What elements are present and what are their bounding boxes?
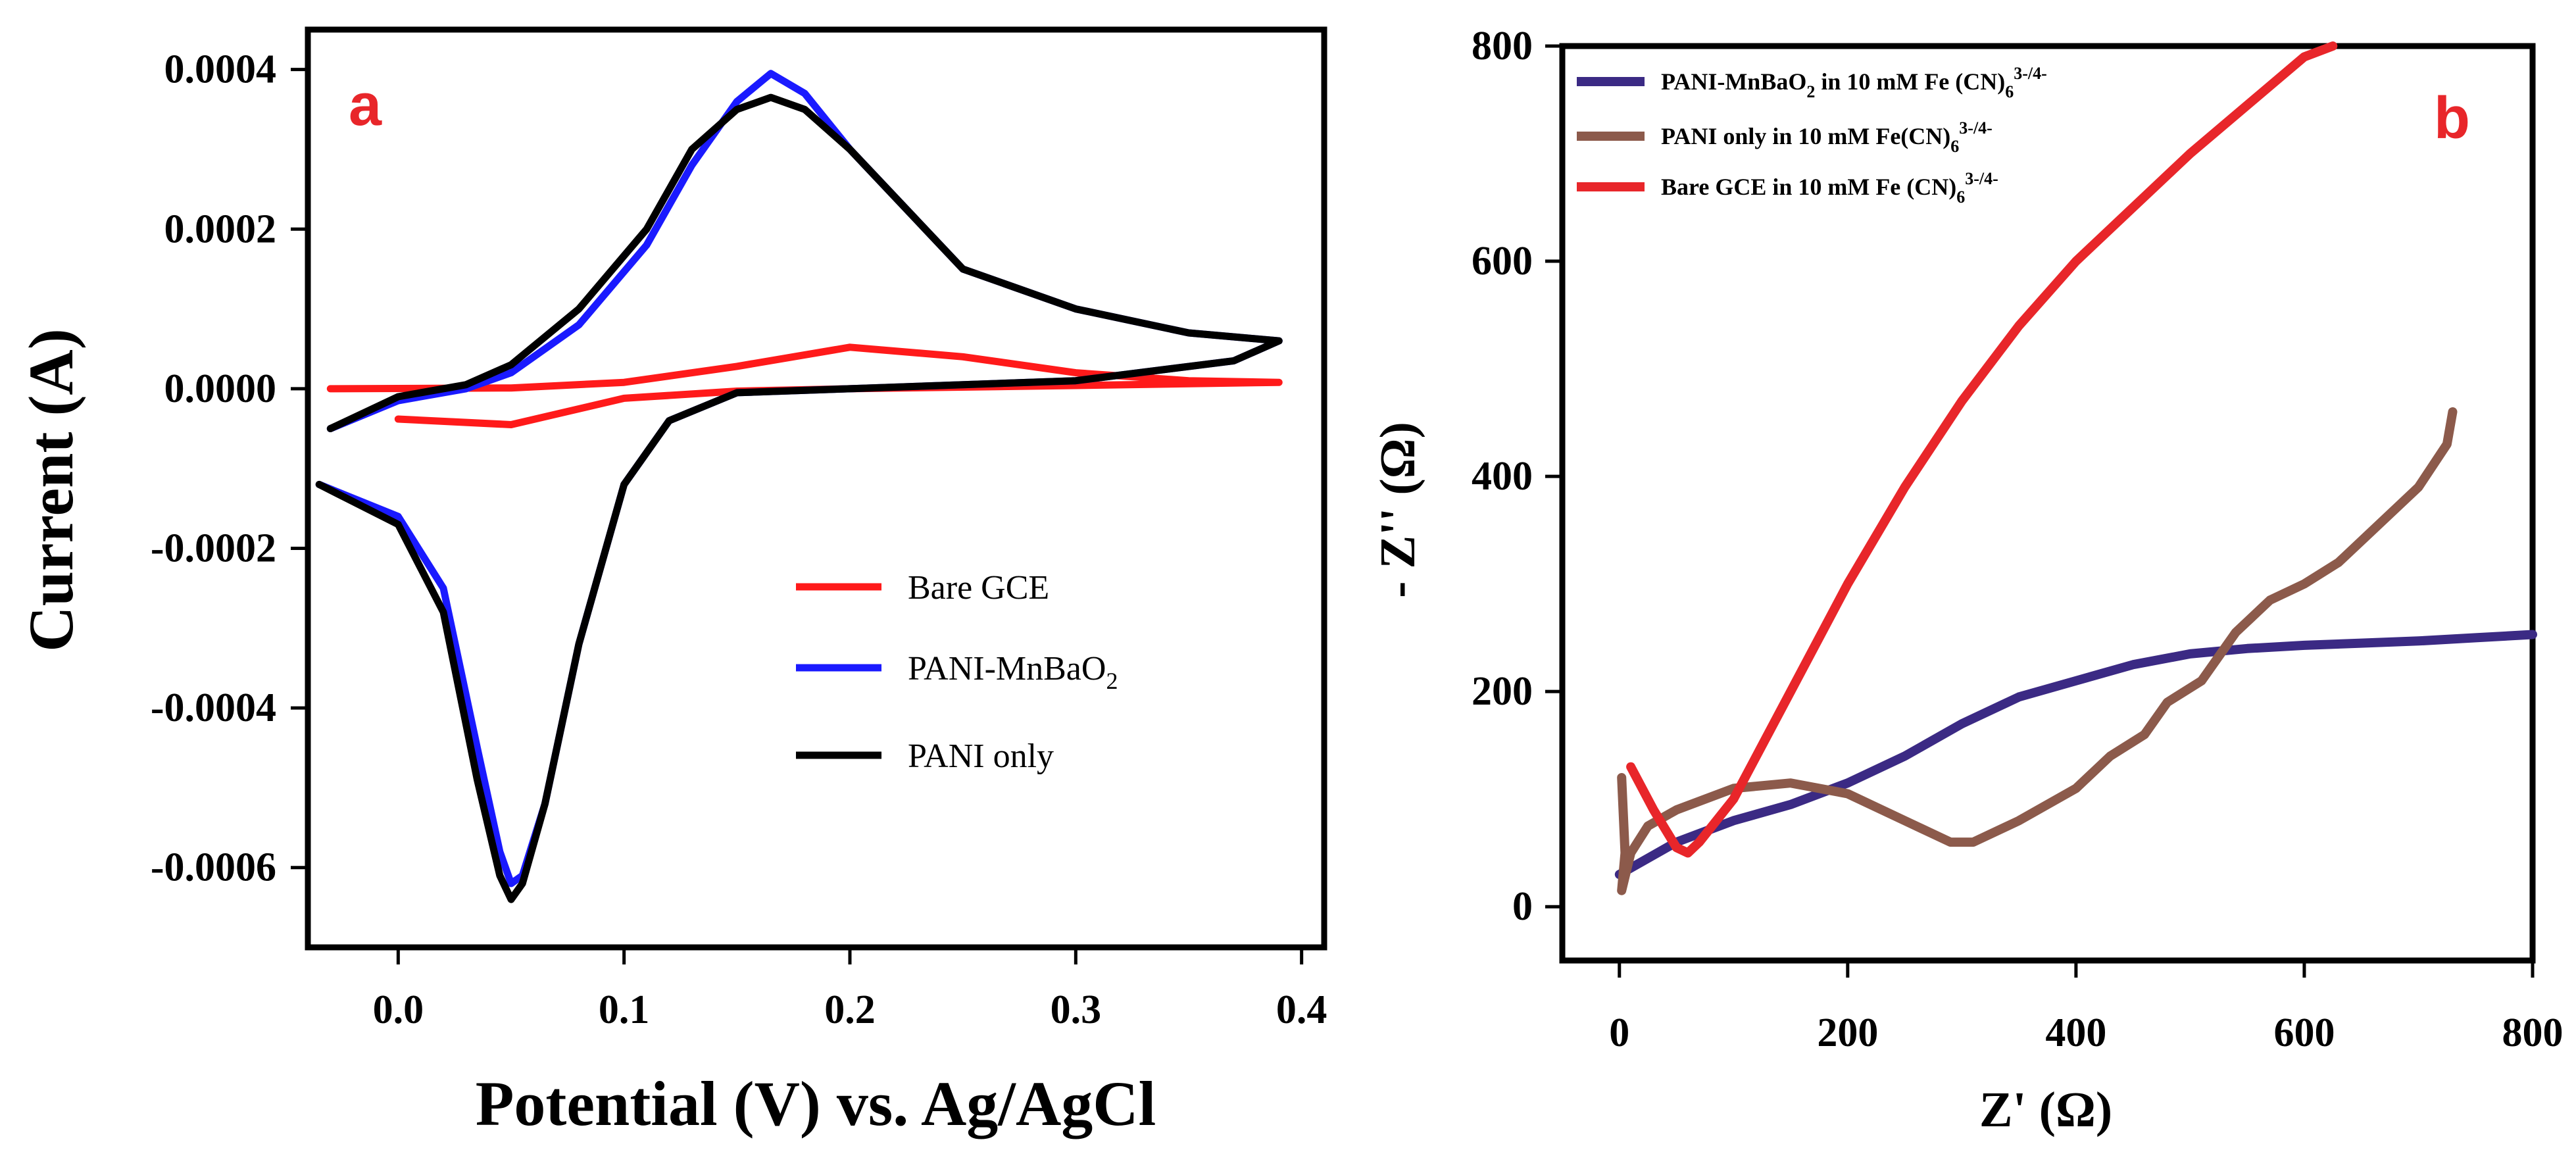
- panel-a-x-ticks: 0.0 0.1 0.2 0.3 0.4: [373, 947, 1327, 1032]
- legend-b-label-bare-gce: Bare GCE in 10 mM Fe (CN)63-/4-: [1661, 169, 1998, 207]
- panel-a-chart: a 0.0 0.1 0.2 0.3 0.4 0.0004 0.0002 0.0000 -0.0…: [16, 26, 1327, 1139]
- panel-a-y-ticks: 0.0004 0.0002 0.0000 -0.0002 -0.0004 -0.0006: [151, 47, 308, 890]
- panel-a-y-tick-label: 0.0000: [164, 366, 277, 411]
- panel-b-chart: b 0 200 400 600 800 800 600 400 200 0 Z' (Ω) - Z…: [1370, 24, 2564, 1137]
- legend-a-label-bare-gce: Bare GCE: [908, 569, 1049, 607]
- panel-b-x-tick-label: 200: [1817, 1011, 1878, 1055]
- panel-a-x-tick-label: 0.4: [1276, 987, 1327, 1032]
- panel-a-series-line-bare-gce-0: [326, 343, 1283, 428]
- panel-b-x-axis-title: Z' (Ω): [1979, 1082, 2112, 1137]
- panel-b-series-line-bare-gce-2: [1626, 41, 2338, 858]
- panel-a-legend: Bare GCE PANI-MnBaO2 PANI only: [796, 569, 1118, 775]
- panel-a-x-axis-title: Potential (V) vs. Ag/AgCl: [476, 1068, 1156, 1139]
- panel-b-y-ticks: 800 600 400 200 0: [1472, 24, 1562, 929]
- panel-b-y-tick-label: 600: [1472, 239, 1533, 284]
- panel-a-label: a: [349, 72, 382, 138]
- panel-b-legend: PANI-MnBaO2 in 10 mM Fe (CN)63-/4- PANI …: [1577, 64, 2047, 207]
- panel-a-y-axis-title: Current (A): [16, 328, 86, 651]
- legend-a-label-pani-only: PANI only: [908, 737, 1054, 775]
- panel-b-label: b: [2434, 86, 2470, 151]
- panel-b-series-line-pani-mnbao-0: [1614, 630, 2537, 880]
- panel-b-plot-frame: [1559, 43, 2536, 964]
- panel-a-y-tick-label: 0.0004: [164, 47, 277, 92]
- panel-b-y-tick-label: 200: [1472, 669, 1533, 714]
- panel-a-plot-frame: [305, 26, 1327, 951]
- panel-a-y-tick-label: -0.0004: [151, 686, 276, 730]
- panel-b-series-line-pani-only-1: [1617, 407, 2458, 895]
- panel-a-y-tick-label: -0.0002: [151, 526, 276, 570]
- panel-b-y-tick-label: 400: [1472, 454, 1533, 499]
- panel-a-x-tick-label: 0.2: [824, 987, 876, 1032]
- panel-b-y-axis-title: - Z'' (Ω): [1370, 422, 1425, 598]
- panel-b-x-tick-label: 400: [2045, 1011, 2106, 1055]
- legend-b-label-pani-mnbao2: PANI-MnBaO2 in 10 mM Fe (CN)63-/4-: [1661, 64, 2047, 101]
- panel-b-x-ticks: 0 200 400 600 800: [1609, 961, 2564, 1055]
- panel-a-x-tick-label: 0.3: [1051, 987, 1102, 1032]
- panel-b-series: [1614, 41, 2537, 895]
- legend-a-label-pani-mnbao2: PANI-MnBaO2: [908, 650, 1118, 694]
- panel-a-series-line-pani-only-2: [315, 93, 1283, 903]
- panel-b-y-tick-label: 800: [1472, 24, 1533, 68]
- panel-b-x-tick-label: 0: [1609, 1011, 1629, 1055]
- panel-b-y-tick-label: 0: [1512, 884, 1533, 929]
- panel-a-series: [315, 70, 1283, 903]
- panel-a-y-tick-label: -0.0006: [151, 845, 276, 890]
- panel-b-x-tick-label: 600: [2273, 1011, 2335, 1055]
- panel-a-series-line-pani-mnbao2-1: [315, 70, 1283, 887]
- panel-a-x-tick-label: 0.1: [599, 987, 650, 1032]
- legend-b-label-pani-only: PANI only in 10 mM Fe(CN)63-/4-: [1661, 118, 1993, 156]
- panel-a-x-tick-label: 0.0: [373, 987, 424, 1032]
- panel-a-y-tick-label: 0.0002: [164, 207, 277, 251]
- panel-b-x-tick-label: 800: [2502, 1011, 2564, 1055]
